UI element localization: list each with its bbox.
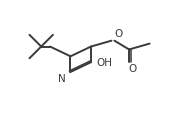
Text: OH: OH xyxy=(97,58,113,68)
Text: N: N xyxy=(58,74,66,84)
Text: O: O xyxy=(128,64,136,74)
Text: O: O xyxy=(114,29,123,39)
